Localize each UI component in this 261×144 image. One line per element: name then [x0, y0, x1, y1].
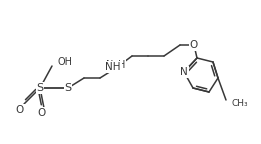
Text: O: O	[190, 40, 198, 50]
Text: S: S	[64, 83, 72, 93]
Text: OH: OH	[57, 57, 72, 67]
Text: H: H	[118, 60, 126, 70]
Text: N: N	[106, 60, 114, 70]
Text: S: S	[37, 83, 44, 93]
Text: O: O	[38, 108, 46, 118]
Text: NH: NH	[105, 62, 121, 72]
Text: H: H	[112, 63, 120, 73]
Text: CH₃: CH₃	[232, 98, 249, 108]
Text: N: N	[180, 67, 188, 77]
Text: O: O	[16, 105, 24, 115]
